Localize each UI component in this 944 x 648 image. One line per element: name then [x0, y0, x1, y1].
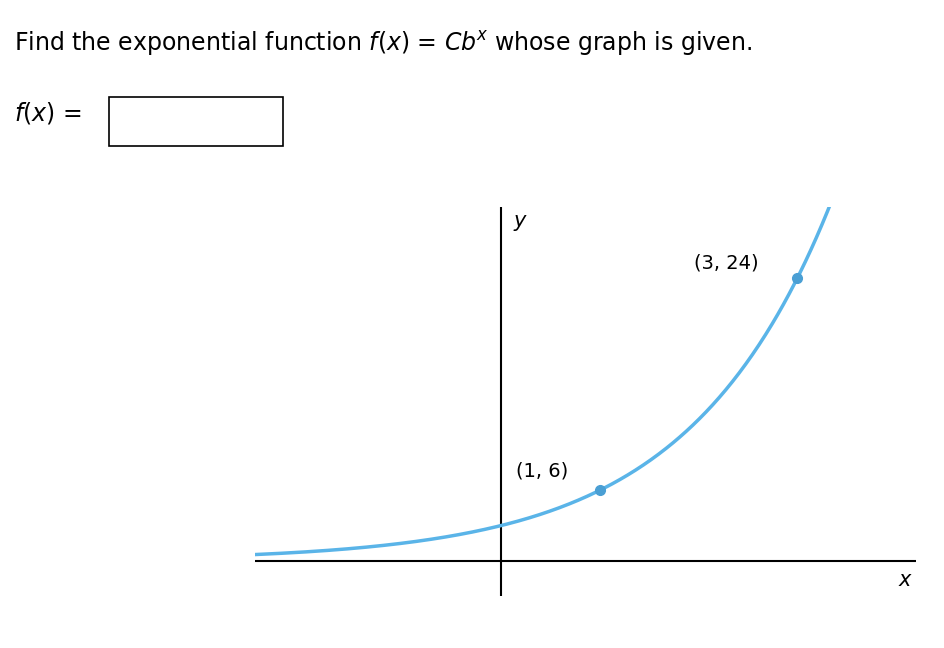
Text: x: x	[899, 570, 911, 590]
Text: y: y	[514, 211, 526, 231]
Text: (3, 24): (3, 24)	[694, 253, 758, 272]
Text: $\it{f}$($\it{x}$) =: $\it{f}$($\it{x}$) =	[14, 100, 81, 126]
Text: Find the exponential function $\it{f}$($\it{x}$) = $\it{C}$$\it{b}$$^{\it{x}}$ w: Find the exponential function $\it{f}$($…	[14, 29, 752, 58]
Text: (1, 6): (1, 6)	[516, 461, 568, 481]
